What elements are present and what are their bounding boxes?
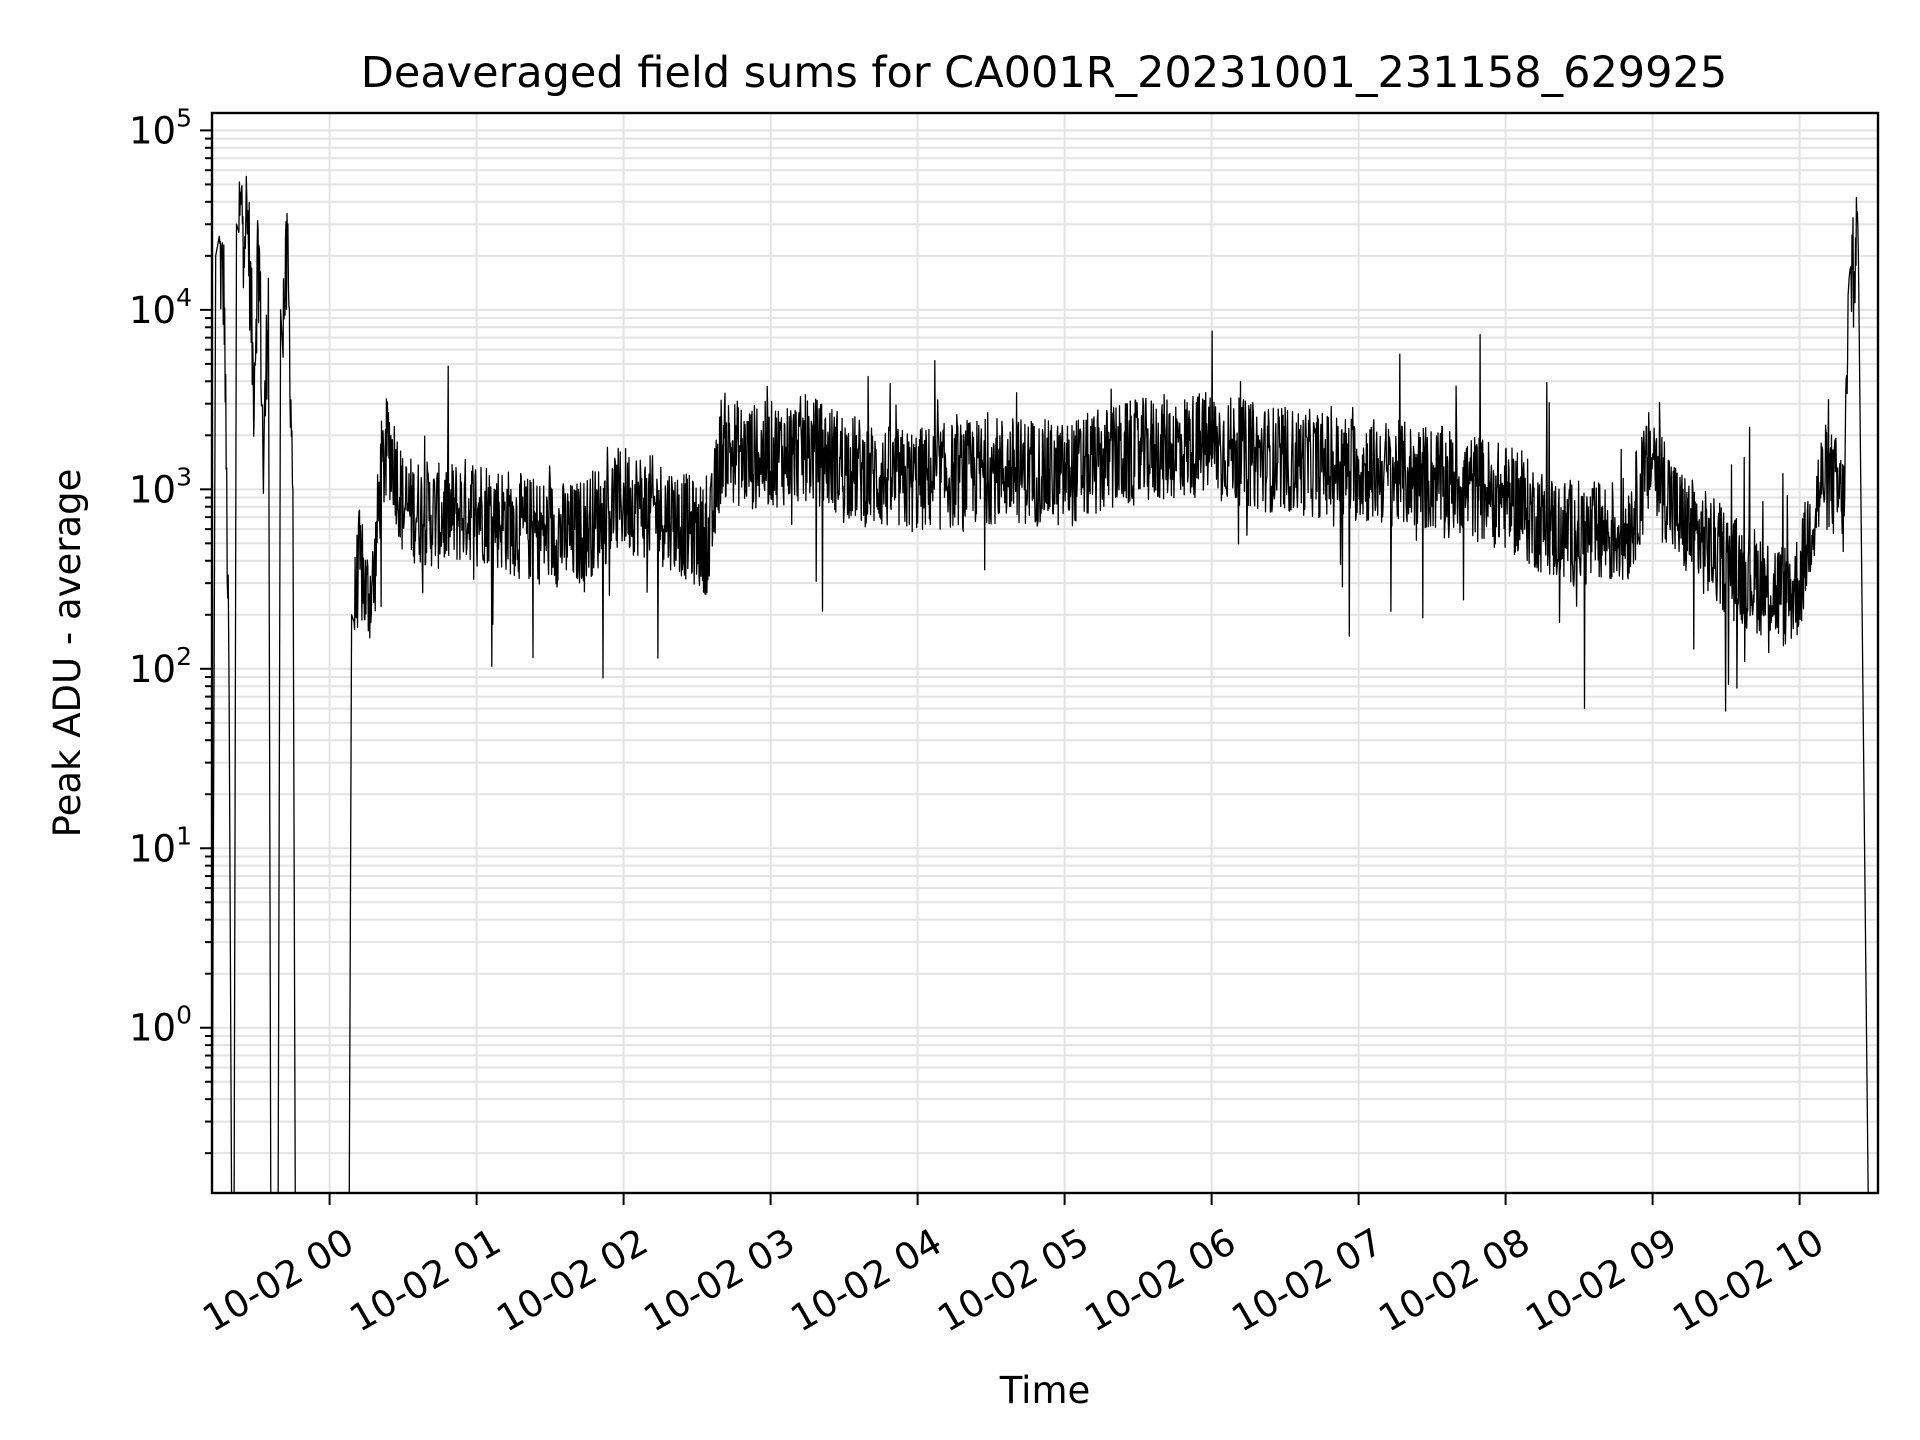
y-tick-label: 104 <box>129 283 192 332</box>
y-tick-label: 103 <box>129 462 192 511</box>
grid <box>212 113 1878 1193</box>
plot-frame <box>210 111 1880 1195</box>
series-layer <box>212 175 1869 1193</box>
x-axis-label: Time <box>999 1369 1091 1412</box>
y-tick-label: 105 <box>129 103 192 152</box>
y-tick-label: 100 <box>129 1001 192 1050</box>
chart-title: Deaveraged field sums for CA001R_2023100… <box>361 48 1727 98</box>
series-line <box>212 175 1869 1193</box>
y-tick-label: 101 <box>129 821 192 870</box>
y-tick-label: 102 <box>129 642 192 691</box>
y-axis-label: Peak ADU - average <box>46 469 89 838</box>
y-axis: 100 101 102 103 104 105 <box>129 103 212 1155</box>
